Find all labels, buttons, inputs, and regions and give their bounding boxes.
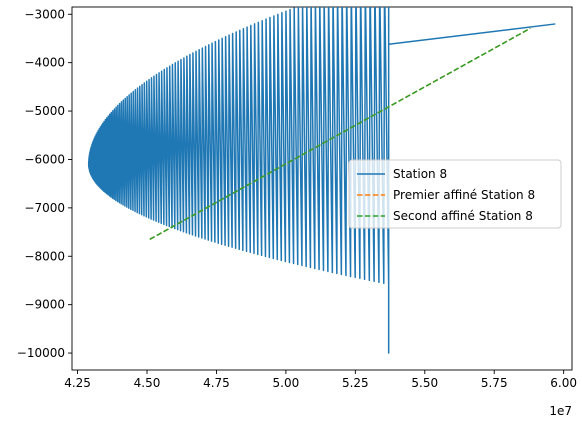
x-tick-label: 5.75	[481, 376, 508, 390]
axes-frame	[71, 6, 573, 371]
y-tick-label: −8000	[24, 249, 65, 263]
x-tick-label: 4.75	[203, 376, 230, 390]
legend: Station 8 Premier affiné Station 8 Second …	[348, 159, 562, 229]
x-offset-label: 1e7	[549, 404, 572, 418]
y-tick-label: −7000	[24, 201, 65, 215]
y-tick-label: −5000	[24, 104, 65, 118]
series-station-8-line	[87, 7, 556, 354]
x-tick-label: 5.00	[273, 376, 300, 390]
x-tick-label: 4.25	[64, 376, 91, 390]
legend-label: Station 8	[393, 167, 447, 181]
x-tick-label: 6.00	[550, 376, 577, 390]
y-tick-label: −4000	[24, 56, 65, 70]
y-tick-label: −6000	[24, 152, 65, 166]
x-tick-label: 5.25	[342, 376, 369, 390]
legend-box	[348, 159, 562, 229]
x-tick-label: 4.50	[134, 376, 161, 390]
x-tick-label: 5.50	[411, 376, 438, 390]
legend-label: Premier affiné Station 8	[393, 188, 535, 202]
axes: 4.25 4.50 4.75 5.00 5.25 5.50 5.75 6.00 1e7 −1000…	[17, 6, 577, 418]
plot-area	[87, 7, 556, 354]
series-second-affine-line	[149, 27, 531, 240]
y-tick-label: −9000	[24, 298, 65, 312]
legend-label: Second affiné Station 8	[393, 209, 533, 223]
y-tick-label: −3000	[24, 7, 65, 21]
y-tick-label: −10000	[17, 346, 65, 360]
